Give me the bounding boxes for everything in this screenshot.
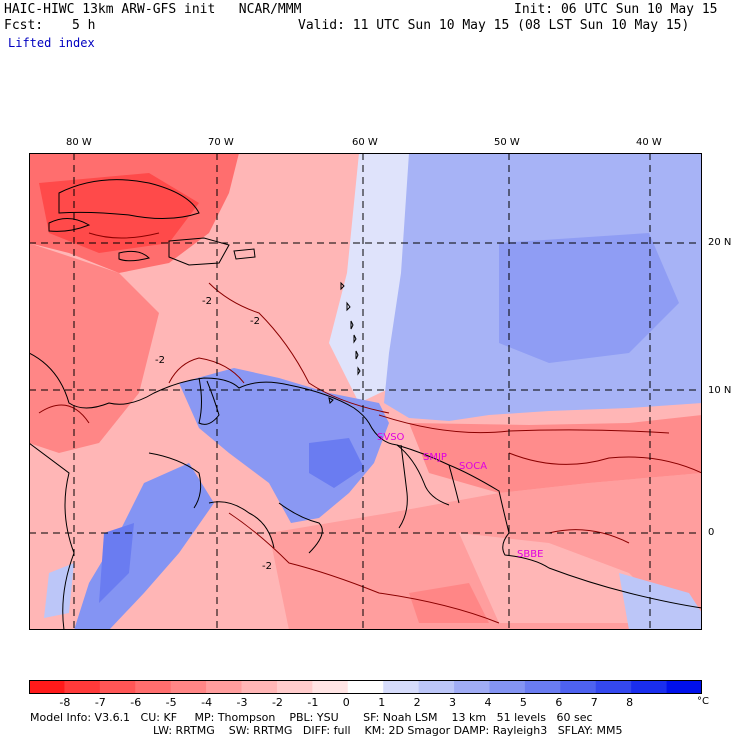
color-scale-tick-label: 5 (519, 696, 527, 709)
color-scale-tick-label: 4 (484, 696, 492, 709)
color-scale-swatch (595, 680, 632, 694)
color-scale-tick-label: -7 (94, 696, 106, 709)
color-scale-tick-label: 3 (449, 696, 457, 709)
color-scale-swatch (29, 680, 65, 694)
lon-label-60w: 60 W (352, 137, 378, 148)
color-scale-tick-label: 1 (378, 696, 386, 709)
color-scale-tick-label: 7 (590, 696, 598, 709)
contour-label: -2 (250, 316, 260, 327)
field-name: Lifted index (8, 36, 95, 50)
color-scale-swatch (418, 680, 455, 694)
color-scale-swatch (347, 680, 384, 694)
station-label-svso: SVSO (377, 432, 405, 443)
color-scale-swatch (524, 680, 561, 694)
color-scale-tick-label: -4 (201, 696, 213, 709)
model-info-line2: LW: RRTMG SW: RRTMG DIFF: full KM: 2D Sm… (153, 724, 623, 737)
lon-label-50w: 50 W (494, 137, 520, 148)
jamaica-coast (118, 250, 150, 262)
forecast-label: Fcst: (4, 18, 44, 33)
color-scale-tick-label: -2 (271, 696, 283, 709)
lat-label-eq: 0 (708, 527, 715, 538)
lat-label-20n: 20 N (708, 237, 732, 248)
color-scale-tick-label: -6 (130, 696, 142, 709)
color-scale-swatch (276, 680, 313, 694)
station-label-soca: SOCA (459, 461, 488, 472)
lifted-index-map (29, 153, 702, 630)
color-scale-swatch (99, 680, 136, 694)
lon-label-80w: 80 W (66, 137, 92, 148)
unit-label: °C (697, 696, 709, 707)
color-scale-swatch (666, 680, 702, 694)
station-label-smjp: SMJP (423, 452, 447, 463)
color-scale-swatch (454, 680, 490, 694)
cuba-coast (58, 179, 200, 220)
contour-label: -2 (262, 561, 272, 572)
contour-label: -2 (155, 355, 165, 366)
south-america-north-coast (29, 352, 510, 534)
color-scale-swatch (64, 680, 101, 694)
lesser-antilles (328, 281, 361, 405)
model-info-line1: Model Info: V3.6.1 CU: KF MP: Thompson P… (30, 711, 593, 724)
color-scale-swatch (489, 680, 526, 694)
color-scale-swatch (383, 680, 420, 694)
color-scale-tick-label: 8 (626, 696, 634, 709)
color-scale-swatch (631, 680, 668, 694)
grid-lines (29, 153, 702, 630)
map-frame (29, 153, 702, 630)
color-scale-tick-label: -3 (236, 696, 248, 709)
lat-label-10n: 10 N (708, 385, 732, 396)
brazil-coast (502, 532, 702, 609)
color-scale-swatch (170, 680, 207, 694)
color-scale-tick-label: -8 (59, 696, 71, 709)
color-scale-swatch (241, 680, 278, 694)
lon-label-70w: 70 W (208, 137, 234, 148)
color-scale-swatch (135, 680, 172, 694)
hispaniola-coast (168, 237, 230, 266)
lon-label-40w: 40 W (636, 137, 662, 148)
init-time: Init: 06 UTC Sun 10 May 15 (514, 2, 718, 17)
lake-maracaibo (198, 377, 220, 425)
puerto-rico-coast (233, 248, 256, 260)
color-scale-bar (29, 680, 702, 694)
contour-label: -2 (202, 296, 212, 307)
station-label-sbbe: SBBE (517, 549, 544, 560)
color-scale-tick-label: 0 (342, 696, 350, 709)
color-scale-tick-label: -5 (165, 696, 177, 709)
forecast-hour: 5 h (72, 18, 96, 33)
color-scale-swatch (560, 680, 597, 694)
color-scale-tick-label: 2 (413, 696, 421, 709)
map-title: HAIC-HIWC 13km ARW-GFS init NCAR/MMM (4, 2, 302, 17)
color-scale-swatch (206, 680, 243, 694)
color-scale-tick-label: -1 (307, 696, 319, 709)
coastlines (29, 179, 702, 630)
field-stable-core (499, 233, 679, 363)
color-scale-tick-label: 6 (555, 696, 563, 709)
valid-time: Valid: 11 UTC Sun 10 May 15 (08 LST Sun … (298, 18, 690, 33)
color-scale-swatch (312, 680, 349, 694)
